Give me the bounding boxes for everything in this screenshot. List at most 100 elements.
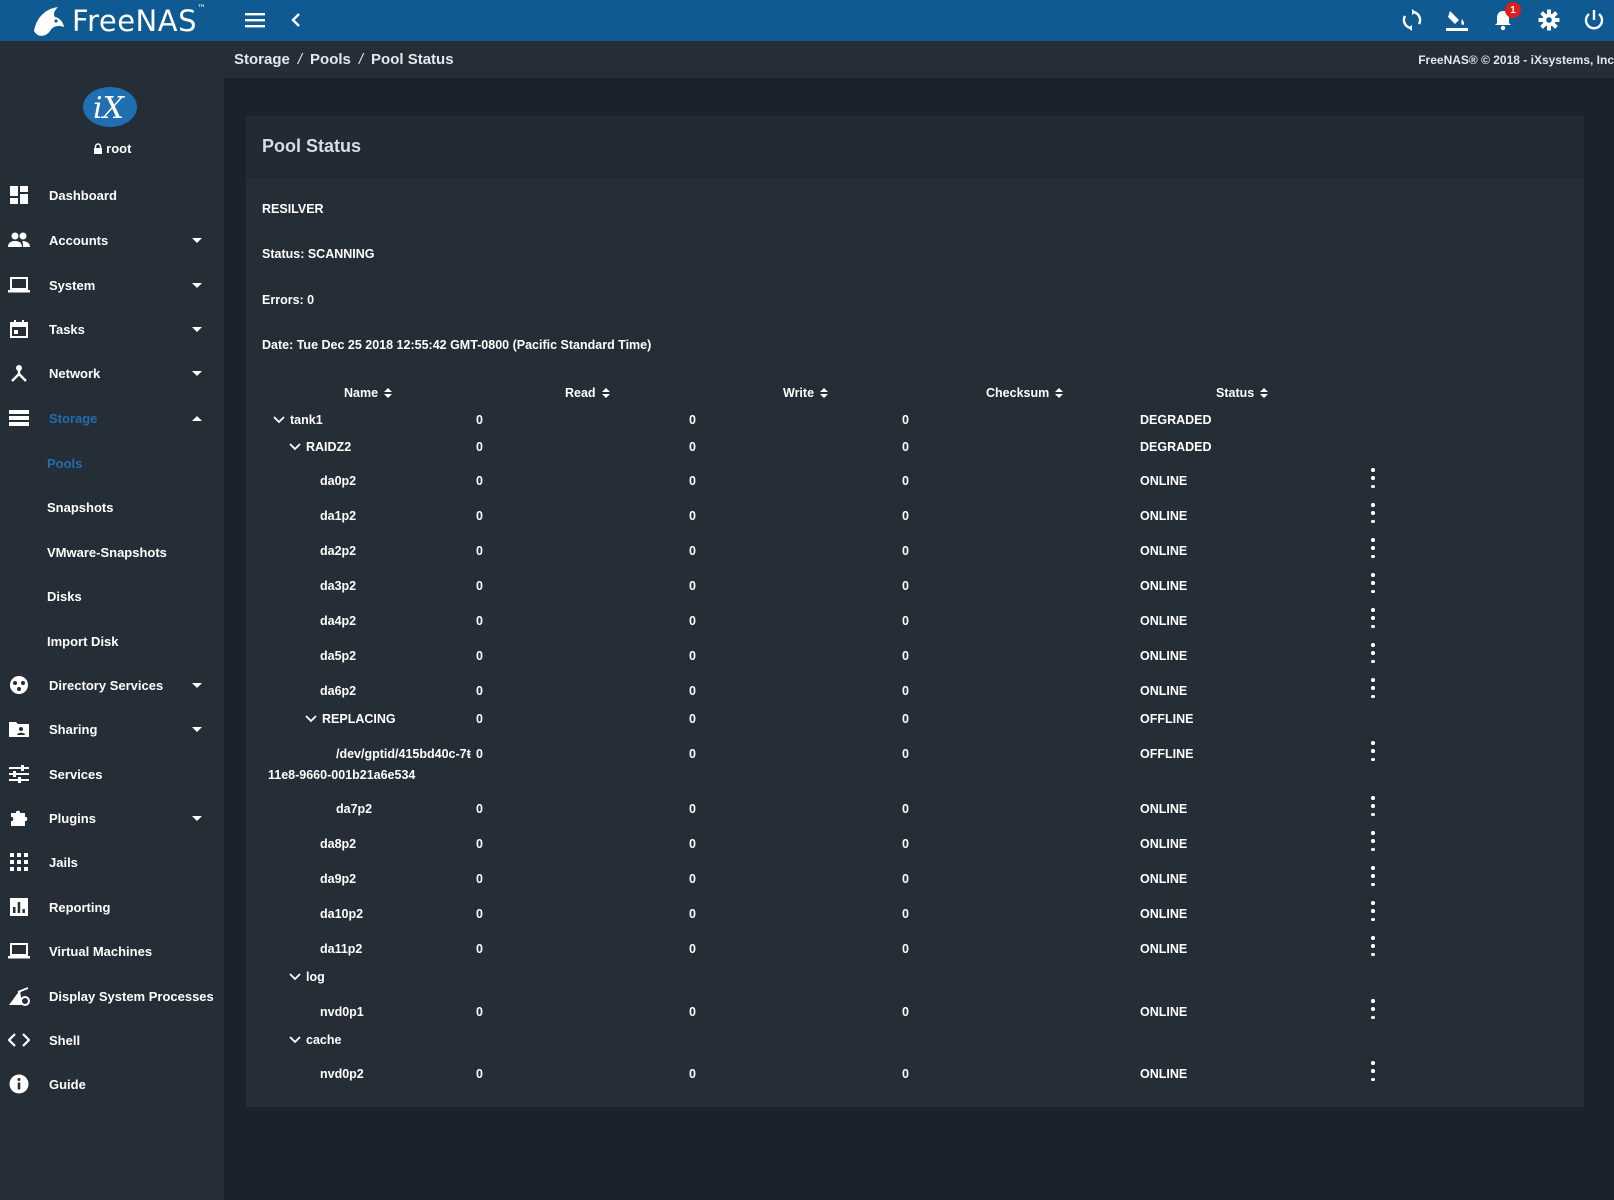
sidebar-item-label: Services: [49, 766, 103, 782]
sidebar-item-shell[interactable]: Shell: [0, 1018, 224, 1062]
more-options-icon[interactable]: [1366, 936, 1380, 956]
more-options-icon[interactable]: [1366, 796, 1380, 816]
chevron-down-icon[interactable]: [288, 440, 302, 454]
sidebar-item-label: Sharing: [49, 721, 98, 737]
breadcrumb-bar: Storage / Pools / Pool Status FreeNAS® © 201…: [224, 41, 1614, 78]
table-row: log: [246, 970, 1584, 990]
sidebar-item-label: Jails: [49, 854, 78, 870]
more-options-icon[interactable]: [1366, 503, 1380, 523]
sidebar-subitem-pools[interactable]: Pools: [0, 441, 224, 485]
sliders-icon: [8, 763, 30, 785]
row-write: 0: [689, 712, 696, 726]
caret-down-icon: [192, 726, 202, 732]
sidebar-item-directory-services[interactable]: Directory Services: [0, 663, 224, 707]
row-name-cell: /dev/gptid/415bd40c-7ŧ: [336, 747, 471, 761]
table-row: da0p2 0 0 0 ONLINE: [246, 468, 1584, 494]
more-options-icon[interactable]: [1366, 901, 1380, 921]
power-icon[interactable]: [1580, 6, 1608, 34]
sidebar-item-guide[interactable]: Guide: [0, 1062, 224, 1106]
sidebar-item-network[interactable]: Network: [0, 351, 224, 395]
row-name-cell: nvd0p2: [320, 1067, 364, 1081]
row-name-cell: da1p2: [320, 509, 356, 523]
row-name: da5p2: [320, 649, 357, 663]
sidebar-item-virtual-machines[interactable]: Virtual Machines: [0, 929, 224, 973]
sidebar-subitem-label: Import Disk: [47, 633, 119, 649]
task-manager-icon[interactable]: [1443, 6, 1471, 34]
more-options-icon[interactable]: [1366, 538, 1380, 558]
refresh-icon[interactable]: [1398, 6, 1426, 34]
sidebar-item-display-system-processes[interactable]: Display System Processes: [0, 974, 224, 1018]
current-user: root: [0, 141, 224, 156]
row-status: ONLINE: [1140, 684, 1188, 698]
row-read: 0: [476, 1067, 483, 1081]
settings-gear-icon[interactable]: [1535, 6, 1563, 34]
sidebar-item-label: Tasks: [49, 321, 85, 337]
people-icon: [8, 229, 30, 251]
column-header-write[interactable]: Write: [783, 386, 829, 400]
more-options-icon[interactable]: [1366, 608, 1380, 628]
freenas-logo[interactable]: FreeNAS™: [28, 0, 206, 41]
sidebar-item-label: Dashboard: [49, 187, 117, 203]
sidebar-item-accounts[interactable]: Accounts: [0, 218, 224, 262]
chevron-down-icon[interactable]: [272, 413, 286, 427]
chevron-down-icon[interactable]: [288, 970, 302, 984]
breadcrumb-storage[interactable]: Storage: [234, 51, 290, 68]
more-options-icon[interactable]: [1366, 573, 1380, 593]
table-row: da11p2 0 0 0 ONLINE: [246, 936, 1584, 962]
sidebar-item-storage[interactable]: Storage: [0, 396, 224, 440]
sidebar-item-reporting[interactable]: Reporting: [0, 885, 224, 929]
sidebar-item-services[interactable]: Services: [0, 752, 224, 796]
sidebar-item-jails[interactable]: Jails: [0, 840, 224, 884]
sidebar-subitem-disks[interactable]: Disks: [0, 574, 224, 618]
column-header-name[interactable]: Name: [344, 386, 393, 400]
more-options-icon[interactable]: [1366, 831, 1380, 851]
row-write: 0: [689, 1005, 696, 1019]
copyright-text: FreeNAS® © 2018 - iXsystems, Inc: [1418, 53, 1614, 67]
sidebar-item-sharing[interactable]: Sharing: [0, 707, 224, 751]
chevron-down-icon[interactable]: [288, 1033, 302, 1047]
breadcrumb-pools[interactable]: Pools: [310, 51, 351, 68]
card-header: Pool Status: [246, 116, 1584, 178]
row-checksum: 0: [902, 649, 909, 663]
sidebar-item-tasks[interactable]: Tasks: [0, 307, 224, 351]
svg-text:iX: iX: [93, 91, 126, 126]
grid-icon: [8, 851, 30, 873]
chevron-down-icon[interactable]: [304, 712, 318, 726]
sidebar-subitem-import-disk[interactable]: Import Disk: [0, 619, 224, 663]
row-read: 0: [476, 474, 483, 488]
row-read: 0: [476, 684, 483, 698]
row-checksum: 0: [902, 474, 909, 488]
row-name: da8p2: [320, 837, 357, 851]
more-options-icon[interactable]: [1366, 741, 1380, 761]
menu-toggle-icon[interactable]: [241, 6, 269, 34]
row-write: 0: [689, 474, 696, 488]
column-header-status[interactable]: Status: [1216, 386, 1269, 400]
row-write: 0: [689, 837, 696, 851]
column-header-checksum[interactable]: Checksum: [986, 386, 1064, 400]
sidebar-item-label: Virtual Machines: [49, 943, 153, 959]
breadcrumb: Storage / Pools / Pool Status: [234, 51, 454, 68]
caret-down-icon: [192, 282, 202, 288]
chevron-left-icon[interactable]: [282, 6, 310, 34]
row-read: 0: [476, 1005, 483, 1019]
column-header-read[interactable]: Read: [565, 386, 610, 400]
more-options-icon[interactable]: [1366, 1061, 1380, 1081]
row-write: 0: [689, 942, 696, 956]
more-options-icon[interactable]: [1366, 866, 1380, 886]
table-row: nvd0p2 0 0 0 ONLINE: [246, 1061, 1584, 1087]
row-checksum: 0: [902, 1067, 909, 1081]
sidebar-item-system[interactable]: System: [0, 263, 224, 307]
more-options-icon[interactable]: [1366, 678, 1380, 698]
row-name-cell: da9p2: [320, 872, 356, 886]
row-status: ONLINE: [1140, 509, 1188, 523]
more-options-icon[interactable]: [1366, 468, 1380, 488]
sidebar-subitem-vmware-snapshots[interactable]: VMware-Snapshots: [0, 530, 224, 574]
sidebar-item-dashboard[interactable]: Dashboard: [0, 173, 224, 217]
table-row: da4p2 0 0 0 ONLINE: [246, 608, 1584, 634]
more-options-icon[interactable]: [1366, 999, 1380, 1019]
sidebar-item-plugins[interactable]: Plugins: [0, 796, 224, 840]
sidebar-subitem-snapshots[interactable]: Snapshots: [0, 485, 224, 529]
notifications-bell-icon[interactable]: 1: [1489, 2, 1521, 34]
row-status: DEGRADED: [1140, 440, 1212, 454]
more-options-icon[interactable]: [1366, 643, 1380, 663]
